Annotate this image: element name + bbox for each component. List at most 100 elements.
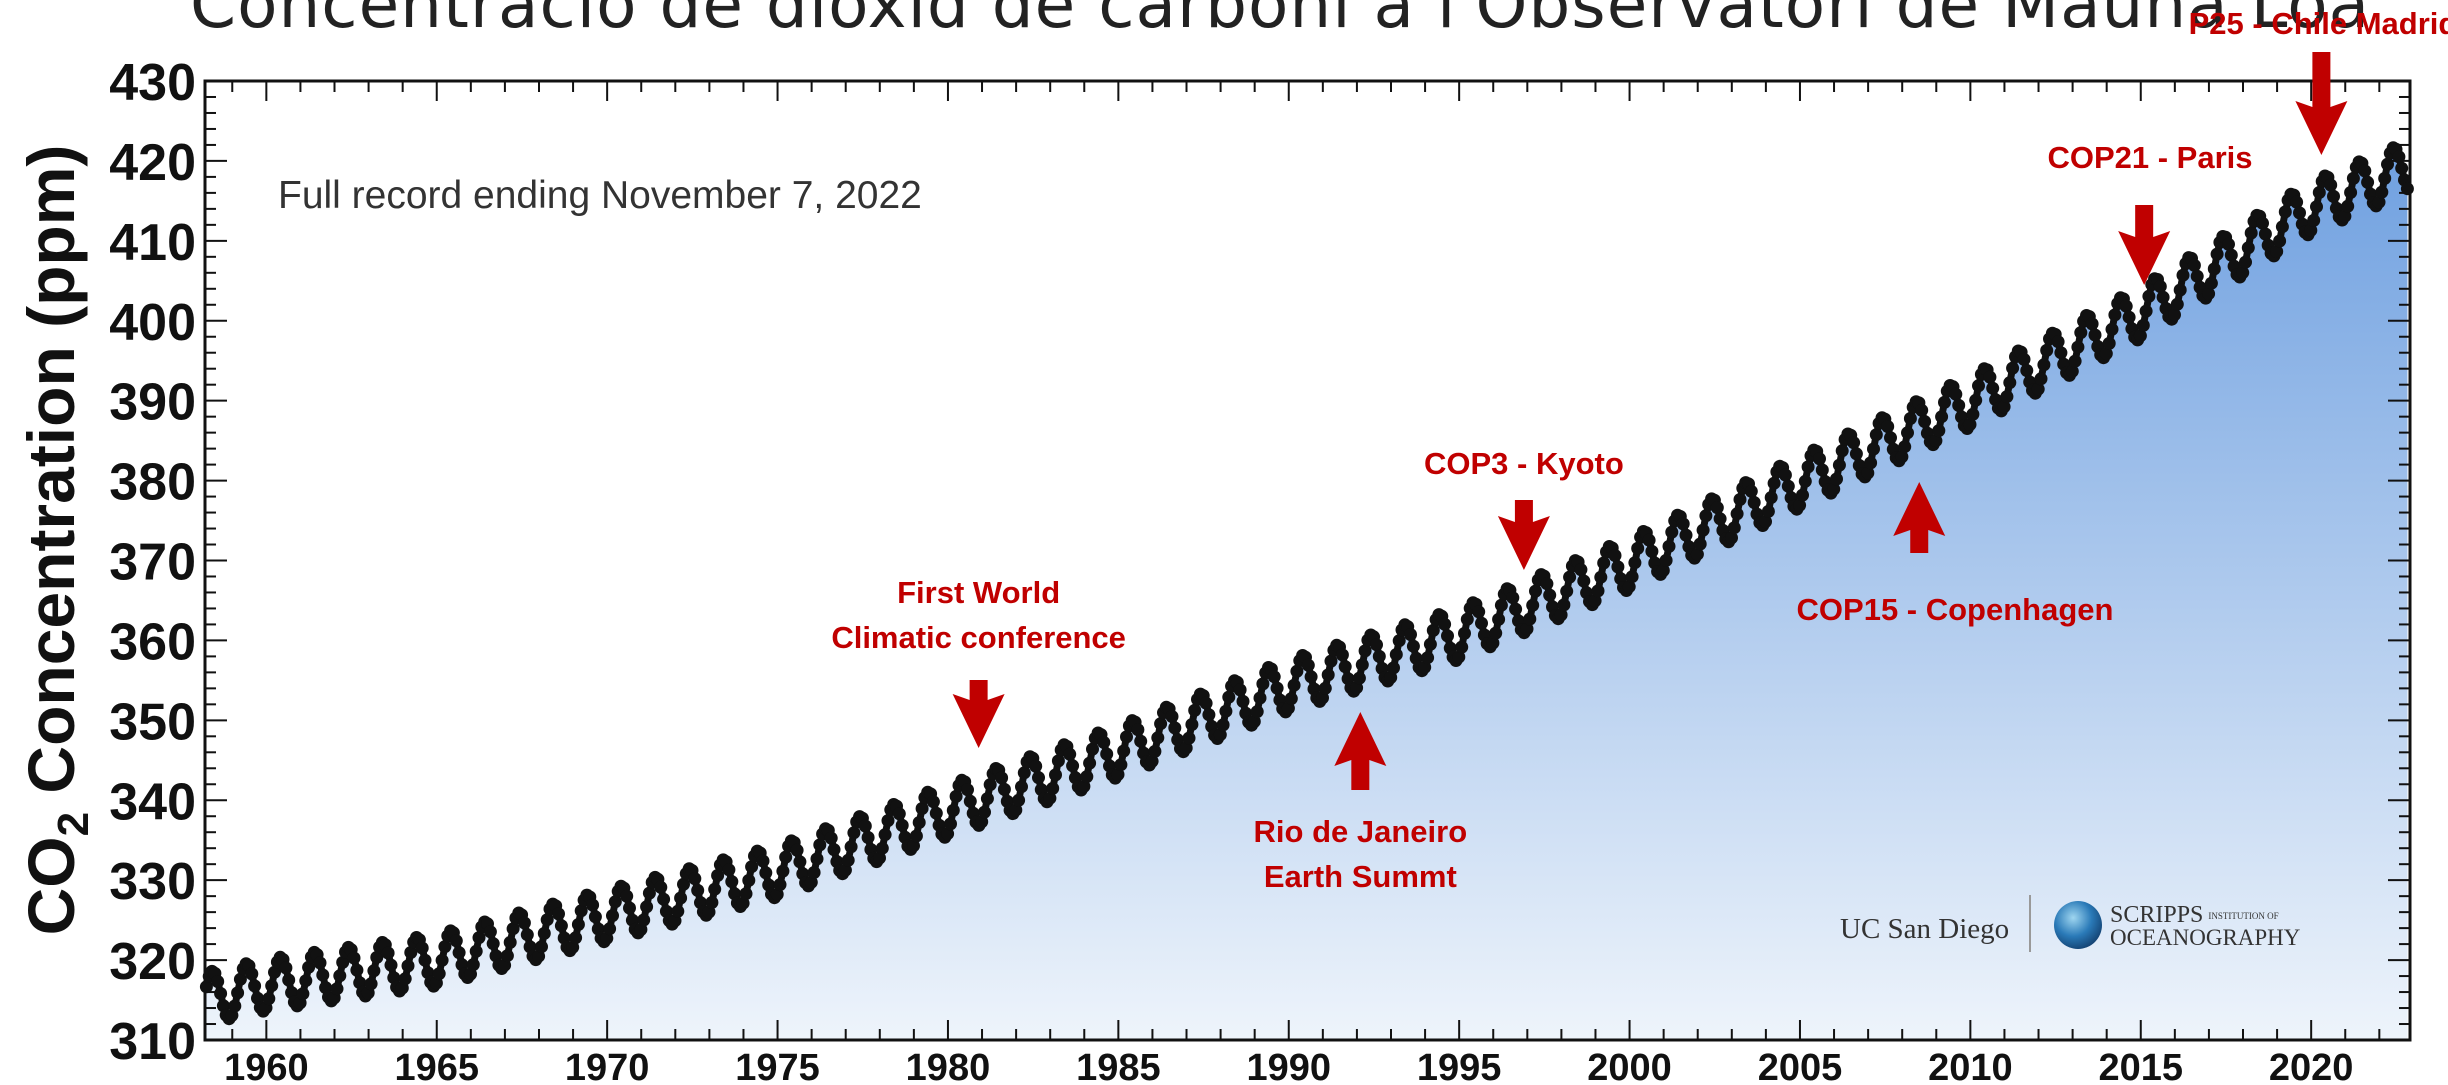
data-point <box>1216 718 1230 732</box>
data-point <box>926 795 940 809</box>
data-point <box>2000 390 2014 404</box>
data-point <box>520 928 534 942</box>
data-point <box>2344 186 2358 199</box>
data-point <box>1997 400 2011 414</box>
data-point <box>1744 484 1758 498</box>
data-point <box>1869 428 1883 442</box>
logo-scripps-sub: OCEANOGRAPHY <box>2110 925 2301 950</box>
data-point <box>1318 681 1332 695</box>
data-point <box>847 826 861 840</box>
data-point <box>1690 547 1704 561</box>
data-point <box>2293 206 2306 220</box>
data-point <box>1185 718 1199 731</box>
data-point <box>1077 779 1091 793</box>
data-point <box>571 918 585 931</box>
data-point <box>759 866 773 880</box>
data-point <box>915 802 929 815</box>
data-point <box>1835 444 1849 458</box>
data-point <box>1117 744 1131 758</box>
data-point <box>961 783 974 797</box>
data-point <box>554 919 568 933</box>
data-point <box>2176 268 2190 282</box>
data-point <box>1969 393 1983 407</box>
data-point <box>892 807 906 821</box>
data-point <box>1304 670 1318 684</box>
data-point <box>1830 472 1843 486</box>
data-point <box>1628 556 1642 570</box>
data-point <box>1083 756 1097 770</box>
data-point <box>472 931 486 945</box>
data-point <box>1693 537 1707 551</box>
data-point <box>1199 696 1213 710</box>
data-point <box>1679 528 1693 542</box>
data-point <box>540 913 554 927</box>
data-point <box>2187 258 2201 272</box>
data-point <box>1051 754 1065 768</box>
data-point <box>2173 283 2187 297</box>
annotation-label: COP3 - Kyoto <box>1424 446 1624 481</box>
data-point <box>2088 328 2102 342</box>
data-point <box>1475 616 1488 630</box>
data-point <box>2304 223 2318 237</box>
data-point <box>1622 580 1636 594</box>
data-point <box>2133 329 2147 343</box>
data-point <box>1452 650 1466 664</box>
data-point <box>1145 754 1159 768</box>
data-point <box>268 965 281 979</box>
data-point <box>1032 771 1045 785</box>
data-point <box>1523 612 1537 626</box>
data-point <box>1611 560 1625 574</box>
data-point <box>336 955 350 969</box>
data-point <box>2054 346 2068 360</box>
data-point <box>1986 381 2000 395</box>
annotation-label: Rio de Janeiro <box>1254 814 1468 849</box>
annotation-label: Earth Summt <box>1264 859 1457 894</box>
x-tick-label: 1965 <box>394 1047 479 1085</box>
data-point <box>299 974 313 988</box>
data-point <box>214 987 228 1000</box>
data-point <box>2258 227 2272 241</box>
data-point <box>813 838 827 852</box>
data-point <box>1080 770 1094 784</box>
data-point <box>1918 415 1932 428</box>
data-point <box>2381 157 2394 171</box>
y-tick-label: 360 <box>109 613 196 671</box>
data-point <box>2034 372 2048 386</box>
data-point <box>1066 759 1080 773</box>
data-point <box>1151 731 1165 745</box>
data-point <box>1233 683 1247 697</box>
y-tick-label: 330 <box>109 853 196 911</box>
page-title: Concentració de diòxid de carboni a l'Ob… <box>190 0 2371 43</box>
data-point <box>1733 493 1747 506</box>
data-point <box>1631 541 1645 555</box>
data-point <box>1219 704 1233 718</box>
data-point <box>844 840 858 854</box>
tick-labels-group: 1960 1965 1970 1975 1980 1985 1990 1995 2000 2005… <box>109 54 2353 1085</box>
x-tick-label: 1975 <box>735 1047 820 1085</box>
data-point <box>776 864 790 878</box>
data-point <box>313 956 327 970</box>
data-point <box>245 967 259 981</box>
data-point <box>1972 379 1985 393</box>
y-tick-label: 400 <box>109 294 196 352</box>
data-point <box>1114 758 1128 772</box>
x-tick-label: 1990 <box>1246 1047 1331 1085</box>
data-point <box>1506 591 1520 605</box>
data-point <box>2236 266 2250 280</box>
inset-record-text: Full record ending November 7, 2022 <box>278 174 922 217</box>
annotation-arrow <box>2295 52 2348 155</box>
data-point <box>895 818 909 832</box>
data-point <box>1043 791 1057 805</box>
data-point <box>1421 651 1435 665</box>
data-point <box>983 778 997 792</box>
x-tick-label: 2015 <box>2098 1047 2183 1085</box>
data-point <box>1494 598 1508 612</box>
data-point <box>1520 622 1534 636</box>
data-point <box>2085 317 2099 331</box>
data-point <box>1938 395 1951 409</box>
data-point <box>1270 681 1284 695</box>
data-point <box>2310 200 2323 214</box>
data-point <box>350 963 364 977</box>
data-point <box>1903 412 1917 425</box>
data-point <box>1131 723 1145 737</box>
